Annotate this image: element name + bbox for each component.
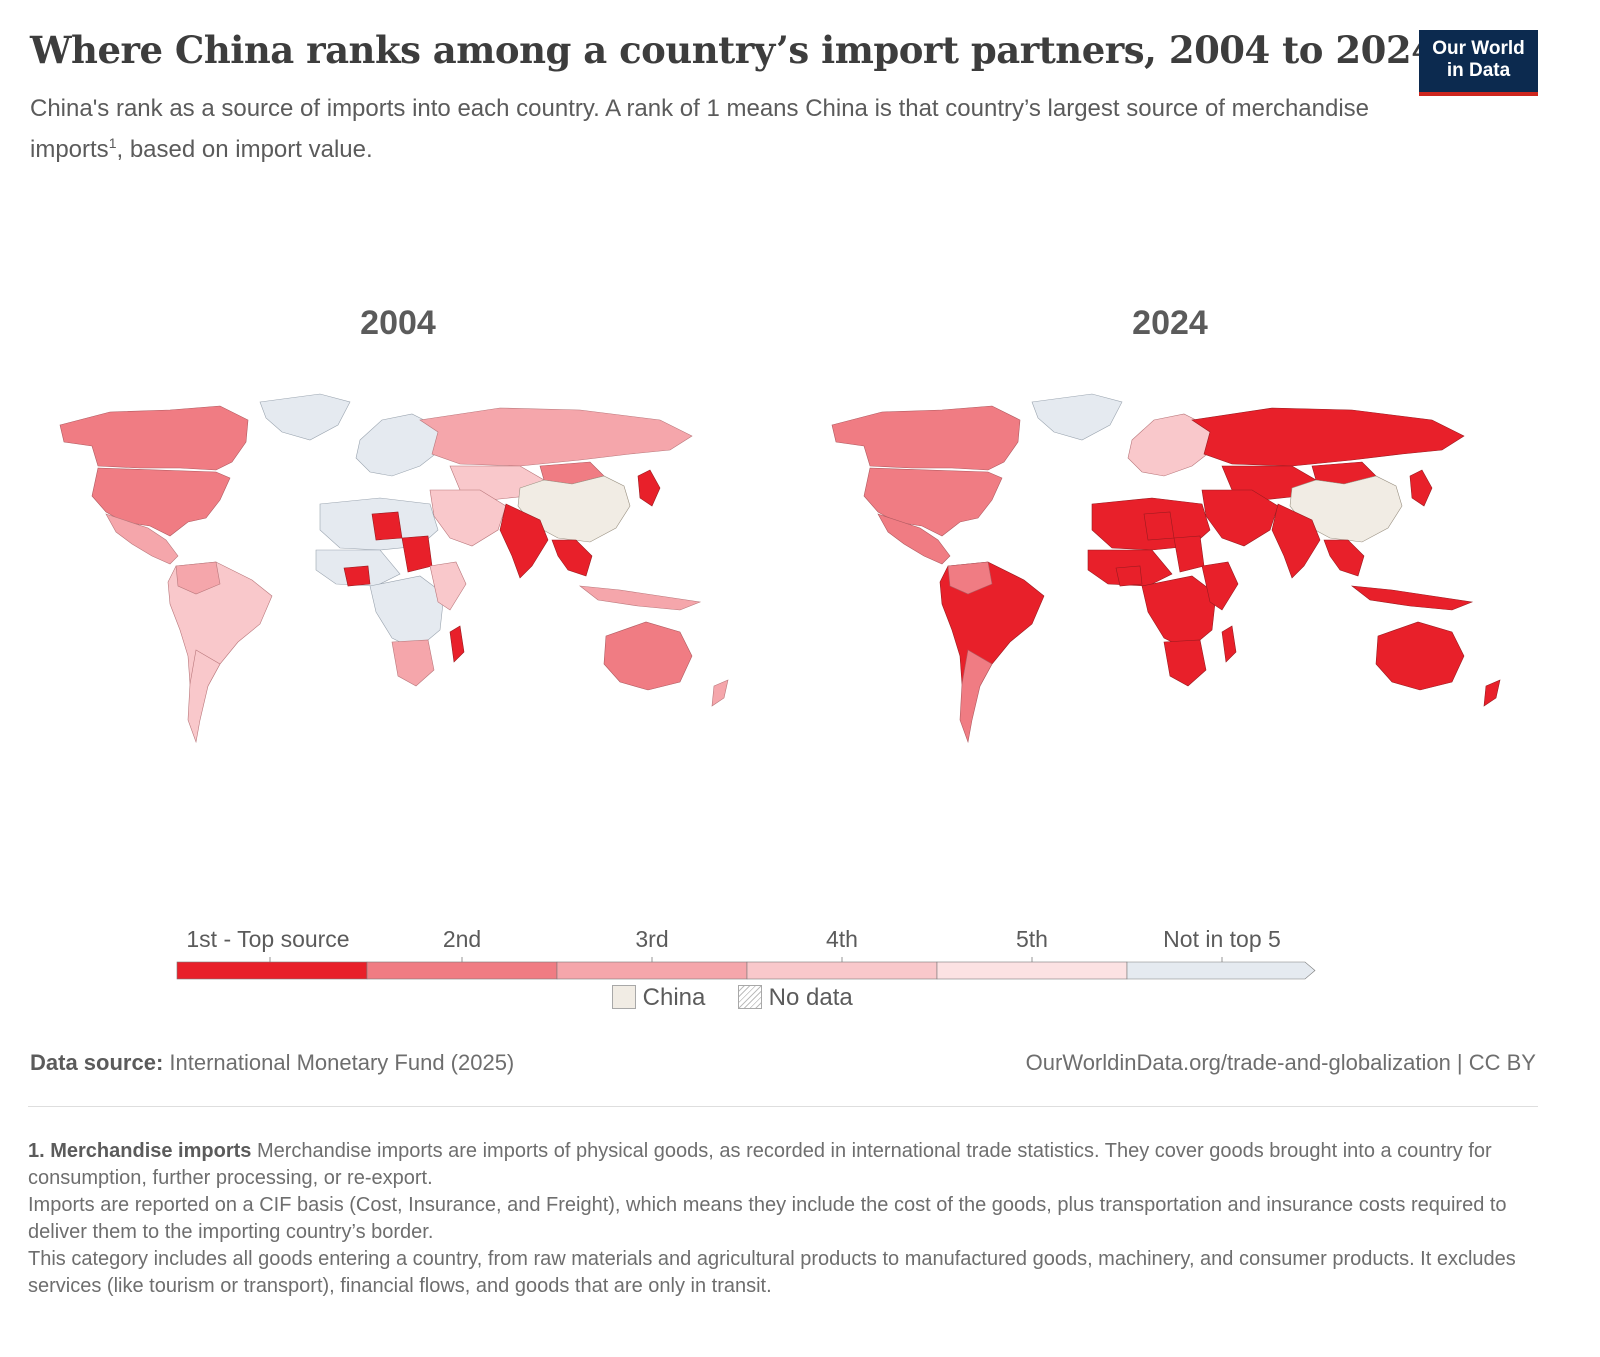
region-indonesia[interactable] [578, 585, 702, 611]
legend-no-data[interactable]: No data [738, 984, 853, 1012]
region-colombia-venezuela[interactable] [947, 561, 993, 595]
legend-color-bar [176, 957, 1316, 980]
no-data-swatch [738, 985, 762, 1009]
footnote-para-1: 1. Merchandise imports Merchandise impor… [28, 1138, 1528, 1192]
region-india[interactable] [499, 503, 549, 579]
region-madagascar[interactable] [1221, 625, 1237, 663]
legend-no-data-label: No data [768, 984, 853, 1011]
legend-swatch-4th[interactable] [746, 961, 938, 980]
region-russia[interactable] [1191, 407, 1465, 467]
data-source: Data source: International Monetary Fund… [30, 1050, 514, 1076]
footnote-para-3: This category includes all goods enterin… [28, 1248, 1516, 1297]
logo-line-1: Our World [1432, 38, 1525, 59]
region-greenland[interactable] [259, 393, 351, 441]
region-australia[interactable] [603, 621, 693, 691]
legend-label-not-top5: Not in top 5 [1163, 926, 1281, 952]
region-central-africa[interactable] [369, 575, 445, 651]
region-new-zealand[interactable] [1483, 679, 1501, 707]
map-title-2024: 2024 [1132, 304, 1208, 342]
region-east-africa[interactable] [429, 561, 467, 611]
region-argentina-chile[interactable] [187, 649, 221, 744]
region-madagascar[interactable] [449, 625, 465, 663]
region-sudan[interactable] [401, 535, 433, 573]
region-australia[interactable] [1375, 621, 1465, 691]
legend-swatch-5th[interactable] [936, 961, 1128, 980]
region-southeast-asia[interactable] [1323, 539, 1365, 577]
legend-china[interactable]: China [612, 984, 705, 1012]
region-indonesia[interactable] [1350, 585, 1474, 611]
legend-label-2nd: 2nd [442, 926, 482, 952]
legend-swatch-3rd[interactable] [556, 961, 748, 980]
subtitle-end: , based on import value. [116, 136, 373, 163]
logo-line-2: in Data [1446, 60, 1511, 81]
region-east-africa[interactable] [1201, 561, 1239, 611]
world-map-2004[interactable] [20, 380, 780, 760]
legend-china-label: China [642, 984, 706, 1011]
divider [28, 1106, 1538, 1107]
footnote-text-1: Merchandise imports are imports of physi… [28, 1140, 1492, 1189]
region-southeast-asia[interactable] [551, 539, 593, 577]
subtitle-text: China's rank as a source of imports into… [30, 95, 1370, 163]
legend-swatch-2nd[interactable] [366, 961, 558, 980]
region-japan-korea[interactable] [1409, 469, 1433, 507]
region-greenland[interactable] [1031, 393, 1123, 441]
legend-label-5th: 5th [1016, 926, 1048, 952]
footnote-marker[interactable]: 1 [108, 135, 117, 151]
footnote-para-2: Imports are reported on a CIF basis (Cos… [28, 1194, 1507, 1243]
footnote: 1. Merchandise imports Merchandise impor… [28, 1138, 1528, 1300]
region-europe[interactable] [1127, 413, 1213, 477]
region-usa[interactable] [863, 467, 1003, 537]
region-canada[interactable] [59, 405, 249, 471]
region-mexico[interactable] [105, 513, 179, 565]
chart-title: Where China ranks among a country’s impo… [30, 28, 1437, 72]
region-central-africa[interactable] [1141, 575, 1217, 651]
region-libya[interactable] [371, 511, 403, 541]
region-colombia-venezuela[interactable] [175, 561, 221, 595]
region-nigeria[interactable] [343, 565, 371, 587]
region-canada[interactable] [831, 405, 1021, 471]
region-middle-east[interactable] [429, 489, 507, 547]
region-new-zealand[interactable] [711, 679, 729, 707]
legend-swatch-not-top5[interactable] [1126, 961, 1316, 980]
legend-label-3rd: 3rd [635, 926, 669, 952]
chart-subtitle: China's rank as a source of imports into… [30, 92, 1390, 167]
legend-label-4th: 4th [826, 926, 858, 952]
world-map-2024[interactable] [792, 380, 1552, 760]
region-europe[interactable] [355, 413, 441, 477]
region-southern-africa[interactable] [391, 639, 435, 687]
region-sudan[interactable] [1173, 535, 1205, 573]
region-libya[interactable] [1143, 511, 1175, 541]
region-usa[interactable] [91, 467, 231, 537]
region-nigeria[interactable] [1115, 565, 1143, 587]
region-mexico[interactable] [877, 513, 951, 565]
source-value[interactable]: International Monetary Fund (2025) [163, 1050, 515, 1075]
legend-swatch-1st[interactable] [176, 961, 368, 980]
china-swatch [612, 985, 636, 1009]
map-title-2004: 2004 [360, 304, 436, 342]
region-argentina-chile[interactable] [959, 649, 993, 744]
source-label: Data source: [30, 1050, 164, 1075]
owid-logo[interactable]: Our World in Data [1419, 30, 1538, 96]
region-india[interactable] [1271, 503, 1321, 579]
region-middle-east[interactable] [1201, 489, 1279, 547]
footnote-title: 1. Merchandise imports [28, 1140, 252, 1162]
region-japan-korea[interactable] [637, 469, 661, 507]
region-southern-africa[interactable] [1163, 639, 1207, 687]
region-russia[interactable] [419, 407, 693, 467]
owid-url[interactable]: OurWorldinData.org/trade-and-globalizati… [1025, 1050, 1536, 1075]
legend-label-1st: 1st - Top source [186, 926, 350, 952]
